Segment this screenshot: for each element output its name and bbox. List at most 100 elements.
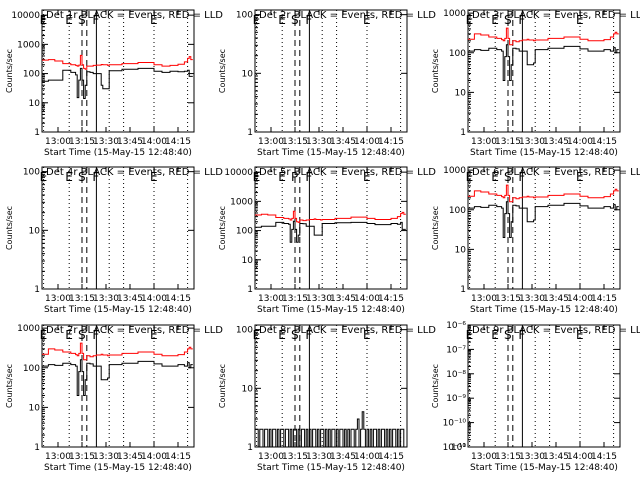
event-marker-label: F <box>305 328 312 342</box>
x-axis-label: Start Time (15-May-15 12:48:40) <box>257 463 405 473</box>
plot-frame <box>254 9 408 133</box>
event-marker-label: S <box>78 13 86 27</box>
x-tick-label: 13:15 <box>495 452 521 462</box>
event-marker-label: S <box>504 13 512 27</box>
plot-frame <box>41 9 195 133</box>
y-axis-label: Counts/sec <box>5 49 14 93</box>
x-tick-label: 14:15 <box>378 294 404 304</box>
y-tick-label: 10 <box>29 226 41 236</box>
plot-frame <box>467 324 621 448</box>
x-tick-label: 13:00 <box>471 137 497 147</box>
x-tick-label: 14:00 <box>141 137 167 147</box>
x-tick-label: 13:00 <box>258 294 284 304</box>
event-marker-label: E <box>278 170 286 184</box>
x-tick-label: 13:00 <box>258 137 284 147</box>
x-tick-label: 13:30 <box>306 137 332 147</box>
panel-title: Det 8r BLACK = Events, RED = LLD <box>259 325 436 336</box>
panel-title: Det 9r BLACK = Events, RED = LLD <box>472 325 640 336</box>
y-tick-label: 1 <box>34 285 40 295</box>
x-tick-label: 14:00 <box>567 452 593 462</box>
events-series-line <box>468 201 619 238</box>
y-tick-label: 1000 <box>443 166 466 176</box>
y-tick-label: 1 <box>247 285 253 295</box>
x-axis-label: Start Time (15-May-15 12:48:40) <box>257 148 405 158</box>
x-tick-label: 13:45 <box>117 137 143 147</box>
event-marker-label: E <box>150 13 158 27</box>
lld-series-line <box>468 27 619 46</box>
event-marker-label: E <box>278 328 286 342</box>
x-tick-label: 13:30 <box>519 452 545 462</box>
event-marker-label: E <box>150 170 158 184</box>
x-tick-label: 14:15 <box>591 452 617 462</box>
x-axis-label: Start Time (15-May-15 12:48:40) <box>470 305 618 315</box>
lld-series-line <box>468 184 619 203</box>
event-marker-label: E <box>40 328 48 342</box>
y-tick-label: 1 <box>460 285 466 295</box>
y-tick-label: 100 <box>23 168 40 178</box>
x-axis-label: Start Time (15-May-15 12:48:40) <box>470 148 618 158</box>
x-tick-label: 13:00 <box>45 137 71 147</box>
x-tick-label: 13:30 <box>306 294 332 304</box>
event-marker-label: F <box>518 328 525 342</box>
x-tick-label: 14:00 <box>567 137 593 147</box>
x-tick-label: 13:15 <box>69 137 95 147</box>
x-tick-label: 13:45 <box>543 452 569 462</box>
x-tick-label: 13:15 <box>495 294 521 304</box>
event-marker-label: E <box>65 170 73 184</box>
y-tick-label: 1 <box>247 443 253 453</box>
y-axis-label: Counts/sec <box>218 49 227 93</box>
x-tick-label: 14:15 <box>378 452 404 462</box>
panel-title: Det 2r BLACK = Events, RED = LLD <box>259 10 436 21</box>
events-series-line <box>255 220 406 243</box>
y-tick-label: 10⁻¹¹ <box>443 443 467 453</box>
event-marker-label: E <box>491 328 499 342</box>
event-marker-label: S <box>291 328 299 342</box>
y-tick-label: 10⁻⁶ <box>446 321 466 331</box>
x-tick-label: 13:30 <box>93 294 119 304</box>
event-marker-label: E <box>278 13 286 27</box>
event-marker-label: E <box>576 170 584 184</box>
x-tick-label: 13:15 <box>282 294 308 304</box>
x-tick-label: 14:00 <box>567 294 593 304</box>
x-tick-label: 14:00 <box>141 294 167 304</box>
event-marker-label: P <box>291 170 298 184</box>
event-marker-label: S <box>78 328 86 342</box>
x-tick-label: 13:30 <box>519 294 545 304</box>
y-axis-label: Counts/sec <box>218 364 227 408</box>
x-tick-label: 13:45 <box>117 294 143 304</box>
lld-series-line <box>255 210 406 223</box>
y-tick-label: 100 <box>449 49 466 59</box>
x-tick-label: 13:30 <box>519 137 545 147</box>
y-tick-label: 10 <box>29 403 41 413</box>
x-tick-label: 14:15 <box>165 452 191 462</box>
y-axis-label: Counts/sec <box>431 206 440 250</box>
event-marker-label: E <box>363 328 371 342</box>
x-tick-label: 13:00 <box>258 452 284 462</box>
lld-series-line <box>42 342 193 361</box>
y-axis-label: Counts/sec <box>431 49 440 93</box>
y-tick-label: 10⁻⁷ <box>446 345 466 355</box>
plot-frame <box>254 324 408 448</box>
panel-title: Det 7r BLACK = Events, RED = LLD <box>46 325 223 336</box>
plot-frame <box>41 166 195 290</box>
x-tick-label: 14:00 <box>141 452 167 462</box>
event-marker-label: E <box>576 328 584 342</box>
y-tick-label: 10 <box>242 69 254 79</box>
event-marker-label: E <box>363 13 371 27</box>
x-tick-label: 13:45 <box>330 294 356 304</box>
event-marker-label: E <box>576 13 584 27</box>
x-tick-label: 13:15 <box>69 452 95 462</box>
event-marker-label: E <box>466 13 474 27</box>
panel-title: Det 5r BLACK = Events, RED = LLD <box>259 167 436 178</box>
x-tick-label: 13:15 <box>495 137 521 147</box>
x-tick-label: 13:45 <box>330 452 356 462</box>
x-tick-label: 13:00 <box>45 294 71 304</box>
plot-frame <box>254 166 408 290</box>
x-tick-label: 13:30 <box>93 137 119 147</box>
